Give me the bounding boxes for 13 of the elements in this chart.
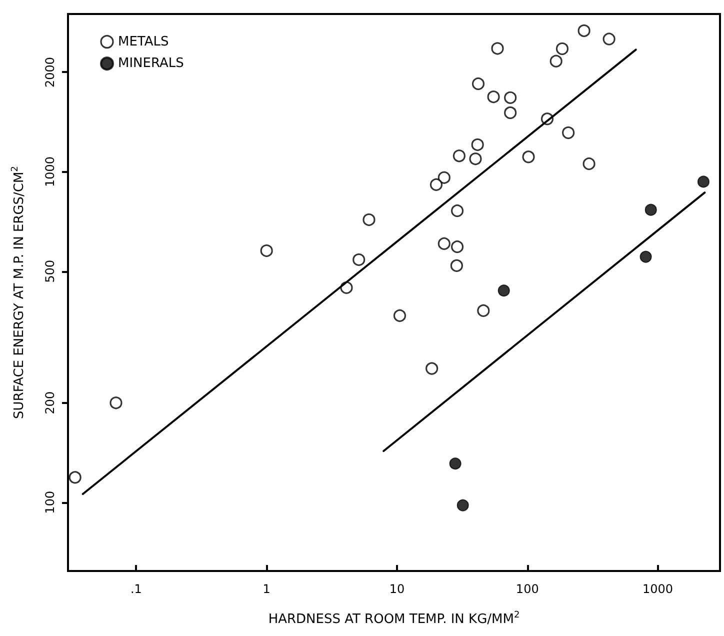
x-tick-label: .1 — [130, 582, 142, 596]
x-tick-label: 10 — [389, 582, 405, 596]
x-tick-label: 100 — [516, 582, 539, 596]
y-tick-label: 100 — [43, 490, 57, 514]
x-tick-label: 1 — [262, 582, 270, 596]
legend-label: METALS — [118, 34, 169, 50]
y-tick-label: 2000 — [43, 56, 57, 88]
y-tick-label: 200 — [43, 391, 57, 414]
legend-label: MINERALS — [118, 56, 184, 72]
x-tick-label: 1000 — [642, 582, 674, 596]
y-tick-label: 1000 — [43, 156, 57, 188]
y-axis-title: SURFACE ENERGY AT M.P. IN ERGS/CM2 — [10, 166, 27, 419]
y-tick-label: 500 — [43, 260, 57, 283]
